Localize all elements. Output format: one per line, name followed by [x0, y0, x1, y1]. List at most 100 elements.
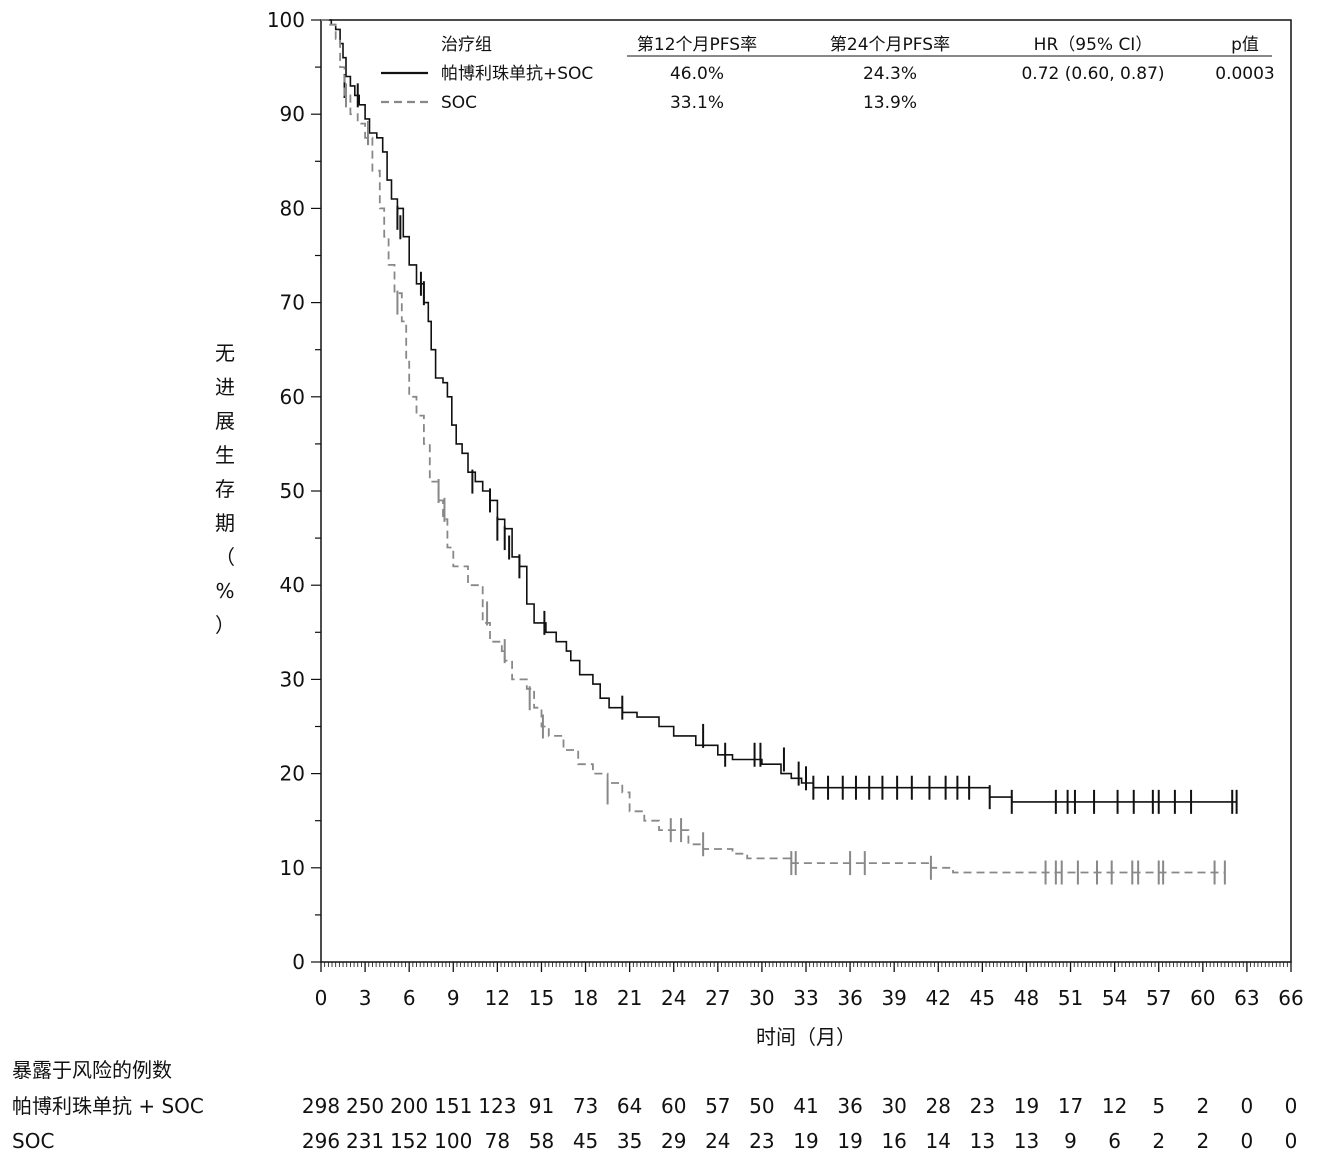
- x-tick-label: 48: [1014, 986, 1039, 1010]
- risk-value: 24: [705, 1129, 730, 1153]
- series-group: [321, 19, 1238, 885]
- risk-value: 36: [837, 1094, 862, 1118]
- x-axis-title: 时间（月）: [756, 1025, 856, 1049]
- x-tick-label: 54: [1102, 986, 1127, 1010]
- risk-value: 23: [749, 1129, 774, 1153]
- x-tick-label: 9: [447, 986, 460, 1010]
- risk-value: 151: [434, 1094, 472, 1118]
- x-tick-label: 60: [1190, 986, 1215, 1010]
- legend-cell: 46.0%: [670, 64, 724, 84]
- x-tick-label: 21: [617, 986, 642, 1010]
- risk-value: 231: [346, 1129, 384, 1153]
- legend-cell: 13.9%: [863, 93, 917, 113]
- risk-value: 78: [485, 1129, 510, 1153]
- risk-value: 16: [881, 1129, 906, 1153]
- y-tick-label: 100: [267, 8, 305, 32]
- legend-cell: SOC: [441, 93, 477, 113]
- risk-value: 2: [1152, 1129, 1165, 1153]
- risk-value: 13: [1014, 1129, 1039, 1153]
- x-tick-label: 15: [529, 986, 554, 1010]
- x-tick-label: 33: [793, 986, 818, 1010]
- y-axis-title-char: 生: [215, 443, 235, 467]
- plot-frame-rect: [320, 19, 1292, 963]
- y-tick-label: 60: [280, 385, 305, 409]
- x-tick-label: 27: [705, 986, 730, 1010]
- y-axis-title-char: 进: [215, 375, 235, 399]
- x-tick-label: 18: [573, 986, 598, 1010]
- risk-value: 29: [661, 1129, 686, 1153]
- x-tick-label: 0: [315, 986, 328, 1010]
- y-tick-label: 40: [280, 573, 305, 597]
- risk-value: 50: [749, 1094, 774, 1118]
- x-tick-label: 36: [837, 986, 862, 1010]
- risk-value: 0: [1241, 1129, 1254, 1153]
- x-tick-label: 51: [1058, 986, 1083, 1010]
- risk-value: 0: [1285, 1129, 1298, 1153]
- risk-value: 60: [661, 1094, 686, 1118]
- risk-value: 58: [529, 1129, 554, 1153]
- risk-value: 19: [1014, 1094, 1039, 1118]
- y-tick-label: 0: [292, 950, 305, 974]
- risk-value: 14: [926, 1129, 951, 1153]
- risk-value: 2: [1196, 1094, 1209, 1118]
- risk-value: 12: [1102, 1094, 1127, 1118]
- legend-header: 治疗组: [441, 35, 492, 55]
- risk-value: 5: [1152, 1094, 1165, 1118]
- risk-value: 200: [390, 1094, 428, 1118]
- series-line-pembrolizumab-soc: [321, 19, 1237, 803]
- x-tick-label: 30: [749, 986, 774, 1010]
- risk-value: 19: [793, 1129, 818, 1153]
- x-tick-label: 63: [1234, 986, 1259, 1010]
- legend-header: HR（95% CI）: [1034, 35, 1153, 55]
- risk-value: 73: [573, 1094, 598, 1118]
- y-tick-label: 70: [280, 291, 305, 315]
- x-tick-label: 12: [485, 986, 510, 1010]
- risk-value: 9: [1064, 1129, 1077, 1153]
- risk-value: 19: [837, 1129, 862, 1153]
- x-tick-label: 24: [661, 986, 686, 1010]
- y-axis-title-char: ）: [215, 613, 235, 637]
- risk-row-label: SOC: [12, 1129, 54, 1153]
- risk-value: 45: [573, 1129, 598, 1153]
- risk-value: 13: [970, 1129, 995, 1153]
- risk-row-label: 帕博利珠单抗 + SOC: [12, 1094, 204, 1118]
- y-tick-label: 80: [280, 196, 305, 220]
- risk-value: 41: [793, 1094, 818, 1118]
- x-tick-label: 6: [403, 986, 416, 1010]
- x-tick-label: 57: [1146, 986, 1171, 1010]
- risk-value: 57: [705, 1094, 730, 1118]
- series-line-soc: [321, 19, 1225, 874]
- legend-cell: 帕博利珠单抗+SOC: [441, 64, 593, 84]
- risk-value: 30: [881, 1094, 906, 1118]
- x-tick-label: 66: [1278, 986, 1303, 1010]
- y-tick-label: 10: [280, 856, 305, 880]
- y-axis-title-char: （: [215, 545, 235, 569]
- risk-value: 28: [926, 1094, 951, 1118]
- y-axis-title-char: %: [215, 579, 234, 603]
- plot-frame: [320, 19, 1292, 963]
- x-tick-label: 45: [970, 986, 995, 1010]
- legend-cell: 0.72 (0.60, 0.87): [1021, 64, 1164, 84]
- x-tick-label: 39: [881, 986, 906, 1010]
- risk-value: 250: [346, 1094, 384, 1118]
- risk-value: 298: [302, 1094, 340, 1118]
- y-tick-label: 90: [280, 102, 305, 126]
- y-axis-title-char: 展: [215, 409, 235, 433]
- y-axis: 0 10 20 30 40 50 60 70 80 90 100: [267, 8, 321, 974]
- risk-value: 91: [529, 1094, 554, 1118]
- risk-value: 23: [970, 1094, 995, 1118]
- y-axis-title-char: 无: [215, 341, 235, 365]
- risk-value: 152: [390, 1129, 428, 1153]
- y-tick-label: 50: [280, 479, 305, 503]
- legend-header: 第12个月PFS率: [637, 35, 757, 55]
- risk-value: 6: [1108, 1129, 1121, 1153]
- y-axis-title-char: 期: [215, 511, 235, 535]
- risk-value: 17: [1058, 1094, 1083, 1118]
- legend: 治疗组 第12个月PFS率 第24个月PFS率 HR（95% CI） p值帕博利珠单抗+…: [381, 35, 1275, 113]
- x-axis: 0 3 6 9 12 15 18 21 24 27 30 33 36 39 42 45 48 51 54 57 60 63…: [315, 962, 1304, 1010]
- x-tick-label: 3: [359, 986, 372, 1010]
- risk-value: 0: [1285, 1094, 1298, 1118]
- y-tick-label: 20: [280, 762, 305, 786]
